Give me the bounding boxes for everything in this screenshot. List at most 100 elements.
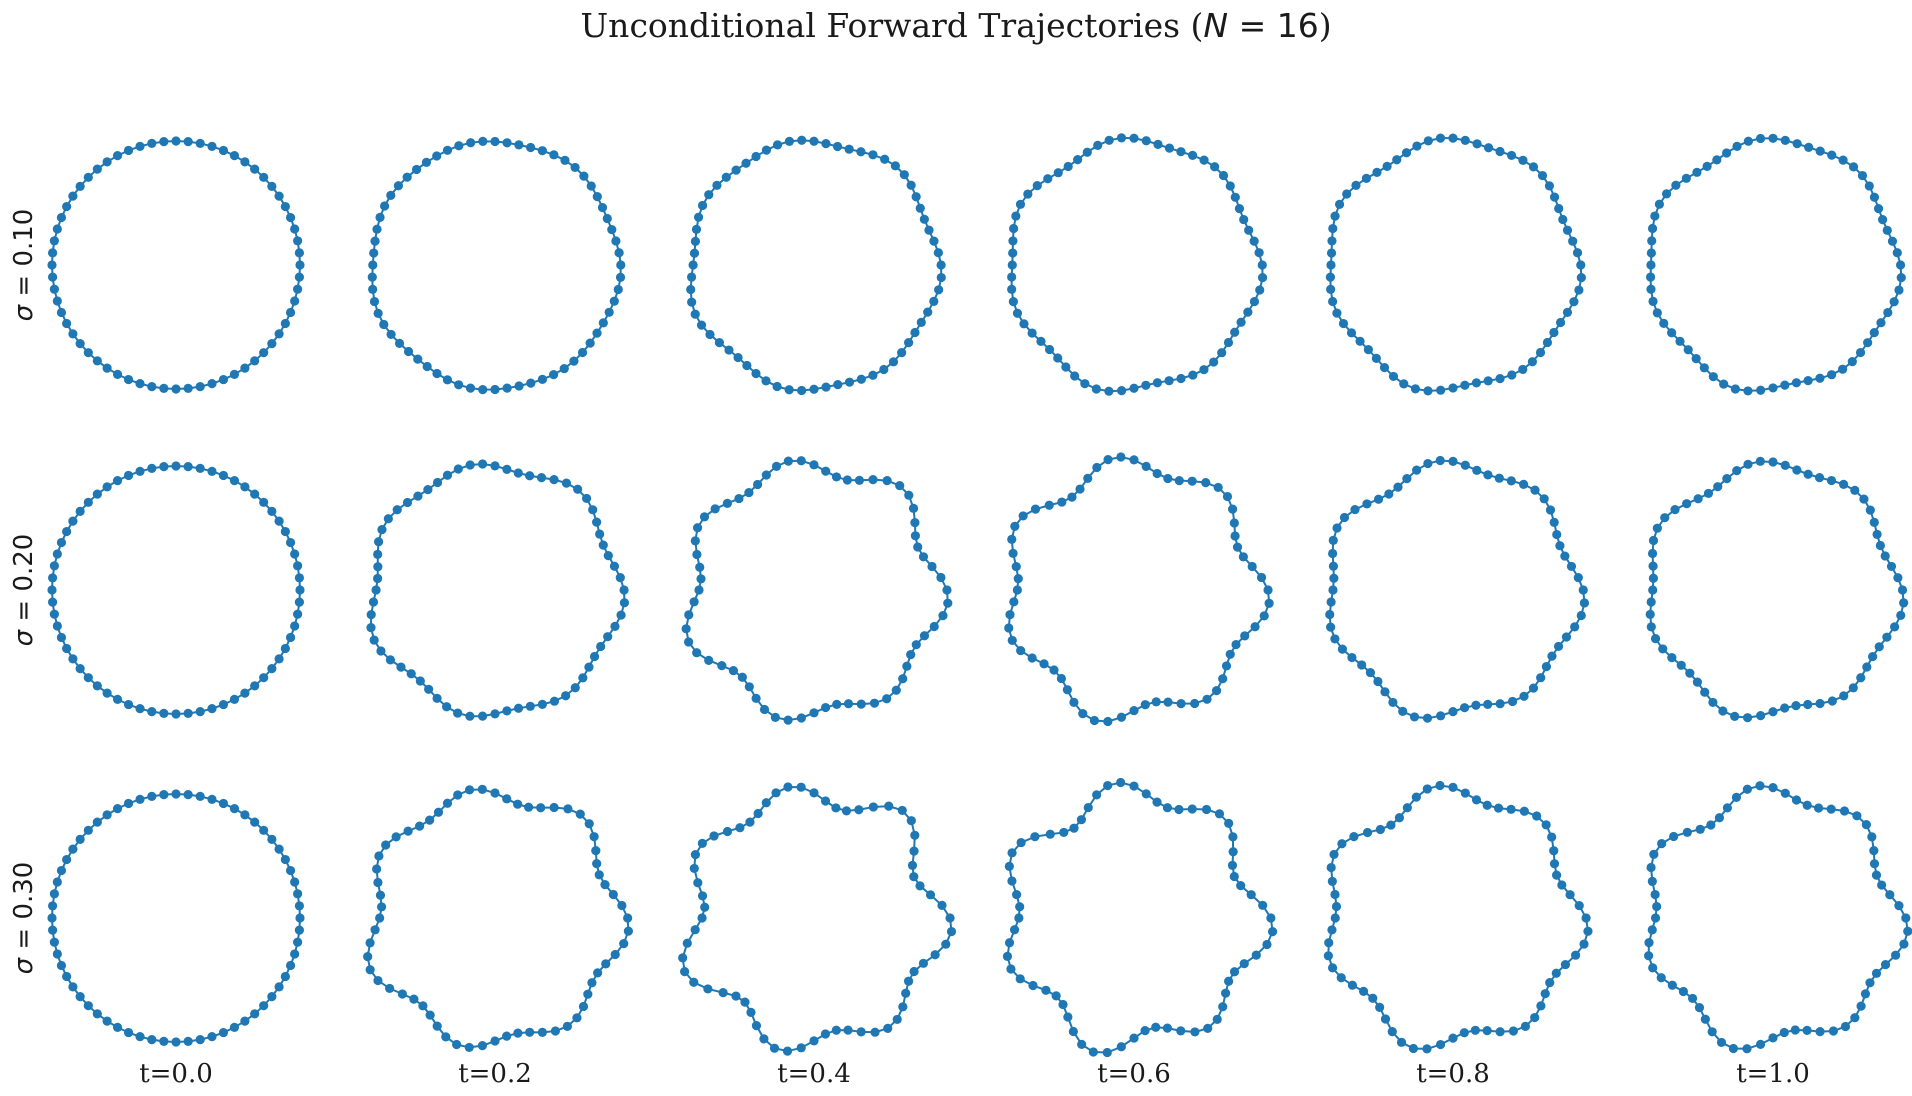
point-marker [229, 694, 240, 704]
panel-r0-c3 [1007, 133, 1268, 396]
point-marker [1015, 974, 1025, 984]
point-marker [1768, 383, 1778, 393]
point-marker [1790, 1025, 1800, 1035]
point-marker [1855, 347, 1866, 358]
point-marker [1557, 880, 1567, 890]
point-marker [1648, 296, 1658, 306]
point-marker [691, 224, 702, 234]
point-marker [1078, 709, 1088, 719]
point-marker [1562, 225, 1573, 235]
point-marker [1863, 338, 1873, 348]
panel-r0-c4 [1325, 133, 1586, 396]
point-marker [1225, 649, 1235, 659]
panel-r1-c2 [681, 456, 953, 725]
point-marker [1063, 1012, 1073, 1022]
point-marker [92, 489, 102, 499]
point-marker [375, 890, 386, 900]
point-marker [1656, 973, 1666, 983]
point-marker [68, 329, 78, 339]
point-marker [229, 476, 240, 486]
point-marker [135, 379, 145, 389]
point-marker [1864, 181, 1874, 191]
point-marker [929, 236, 939, 246]
point-marker [615, 272, 626, 282]
point-marker [1008, 248, 1018, 258]
point-marker [761, 798, 771, 808]
point-marker [240, 1016, 250, 1026]
point-marker [1254, 248, 1264, 258]
point-marker [1412, 141, 1422, 151]
point-marker [843, 1025, 853, 1035]
point-marker [1225, 181, 1235, 191]
point-marker [1061, 362, 1071, 372]
point-marker [1013, 574, 1023, 584]
point-marker [601, 959, 611, 969]
point-marker [363, 952, 373, 962]
point-marker [614, 248, 624, 258]
point-marker [868, 370, 878, 380]
point-marker [135, 1032, 145, 1042]
point-marker [171, 136, 181, 146]
point-marker [135, 704, 145, 714]
point-marker [1702, 161, 1712, 171]
point-marker [369, 635, 379, 645]
point-marker [945, 913, 955, 923]
point-marker [207, 141, 217, 151]
panel-r2-c3 [1002, 777, 1278, 1058]
point-marker [135, 794, 145, 804]
point-marker [742, 360, 752, 371]
point-marker [92, 1009, 102, 1019]
point-marker [1012, 308, 1023, 318]
point-marker [1875, 540, 1885, 551]
point-marker [49, 561, 59, 571]
point-marker [697, 200, 708, 211]
point-marker [83, 172, 93, 182]
point-marker [250, 817, 260, 827]
point-marker [536, 473, 547, 483]
point-marker [1892, 248, 1902, 258]
point-marker [1116, 1042, 1126, 1052]
point-marker [465, 711, 475, 721]
point-marker [1667, 980, 1677, 990]
point-marker [442, 702, 452, 712]
panel-r2-c5 [1643, 781, 1912, 1054]
point-marker [930, 950, 940, 960]
point-marker [1692, 677, 1702, 687]
point-marker [47, 260, 57, 270]
point-marker [897, 805, 907, 816]
point-marker [941, 939, 951, 949]
point-marker [854, 475, 865, 485]
point-marker [929, 296, 939, 306]
point-marker [1163, 697, 1173, 707]
point-marker [112, 1022, 123, 1032]
point-marker [600, 880, 610, 890]
point-marker [1570, 622, 1580, 632]
point-marker [259, 1001, 269, 1011]
point-marker [809, 460, 819, 470]
title-prefix: Unconditional Forward Trajectories ( [580, 6, 1204, 45]
point-marker [710, 504, 720, 514]
point-marker [1872, 529, 1882, 539]
point-marker [1221, 661, 1232, 671]
point-marker [594, 870, 604, 880]
row-label-0: σ = 0.10 [9, 209, 39, 322]
point-marker [159, 1036, 169, 1046]
point-marker [1894, 285, 1904, 295]
point-marker [699, 512, 710, 522]
point-marker [761, 376, 771, 386]
point-marker [597, 202, 608, 213]
point-marker [1019, 319, 1029, 329]
point-marker [1472, 139, 1482, 149]
point-marker [1007, 260, 1017, 270]
point-marker [797, 135, 807, 145]
point-marker [575, 809, 585, 819]
point-marker [589, 651, 600, 662]
point-marker [1650, 913, 1661, 923]
point-marker [294, 925, 304, 935]
point-marker [1647, 223, 1658, 234]
point-marker [1813, 803, 1824, 813]
point-marker [48, 925, 58, 935]
point-marker [1802, 800, 1812, 810]
point-marker [1152, 797, 1162, 807]
point-marker [1545, 505, 1556, 515]
